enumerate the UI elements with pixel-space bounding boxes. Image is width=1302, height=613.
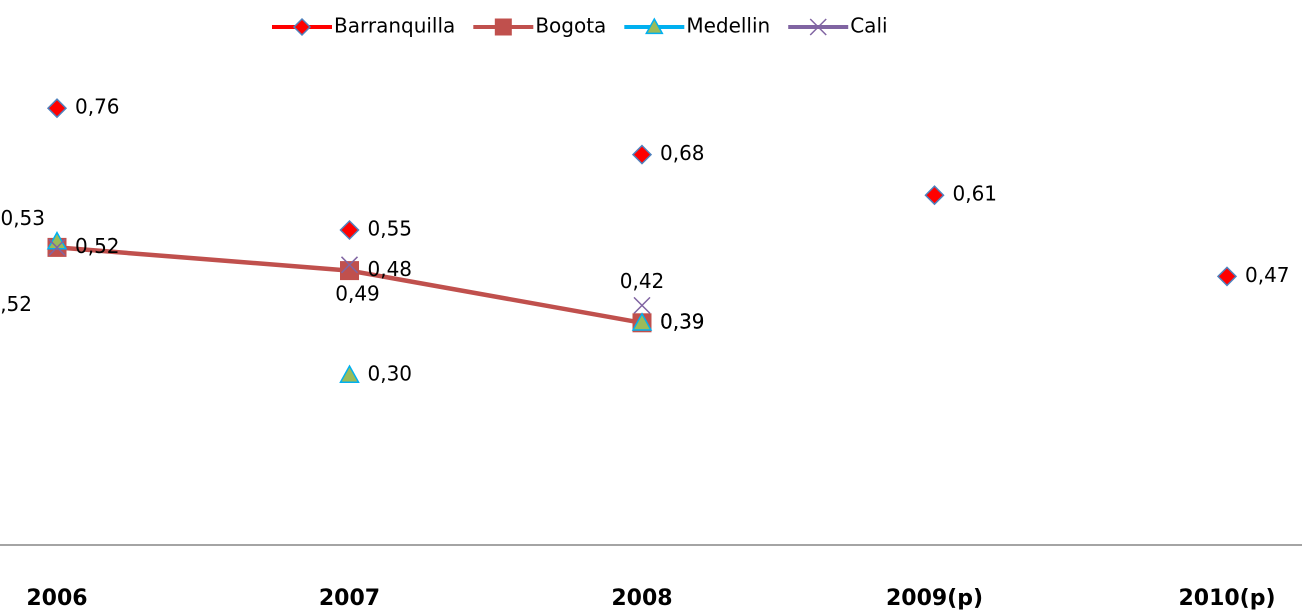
data-label: 0,39 xyxy=(660,309,705,333)
legend-label: Bogota xyxy=(535,14,606,38)
legend-marker xyxy=(645,17,664,35)
data-label: 0,53 xyxy=(0,206,45,230)
marker xyxy=(48,238,66,256)
marker xyxy=(631,312,653,331)
legend-marker xyxy=(494,18,512,36)
marker xyxy=(339,364,360,383)
legend-label: Barranquilla xyxy=(334,14,455,38)
x-tick-label: 2008 xyxy=(611,586,672,611)
x-tick-label: 2010(p) xyxy=(1178,586,1275,611)
marker xyxy=(46,98,68,119)
data-label: 0,61 xyxy=(953,182,998,206)
data-label: 0,68 xyxy=(660,141,705,165)
marker xyxy=(339,219,360,241)
legend-label: Medellin xyxy=(686,14,770,38)
data-label: 0,48 xyxy=(368,257,413,281)
legend-label: Cali xyxy=(850,14,887,38)
marker xyxy=(1216,266,1238,287)
marker xyxy=(340,261,359,281)
data-label: 0,30 xyxy=(368,362,413,386)
marker xyxy=(633,296,651,314)
x-tick-label: 2006 xyxy=(26,586,87,611)
legend-marker xyxy=(292,17,312,37)
data-label: 0,39 xyxy=(660,309,705,333)
data-label: 0,49 xyxy=(335,281,380,305)
x-tick-label: 2009(p) xyxy=(886,586,983,611)
data-label: 0,55 xyxy=(368,217,413,241)
legend-marker xyxy=(809,18,827,36)
x-tick-label: 2007 xyxy=(319,586,380,611)
marker xyxy=(46,231,68,250)
data-label: 0,52 xyxy=(0,292,32,316)
data-label: 0,47 xyxy=(1245,263,1290,287)
data-label: 0,42 xyxy=(620,269,665,293)
marker xyxy=(631,144,653,165)
marker xyxy=(340,256,359,274)
marker xyxy=(924,185,945,206)
data-label: 0,52 xyxy=(75,234,120,258)
data-label: 0,76 xyxy=(75,95,120,119)
